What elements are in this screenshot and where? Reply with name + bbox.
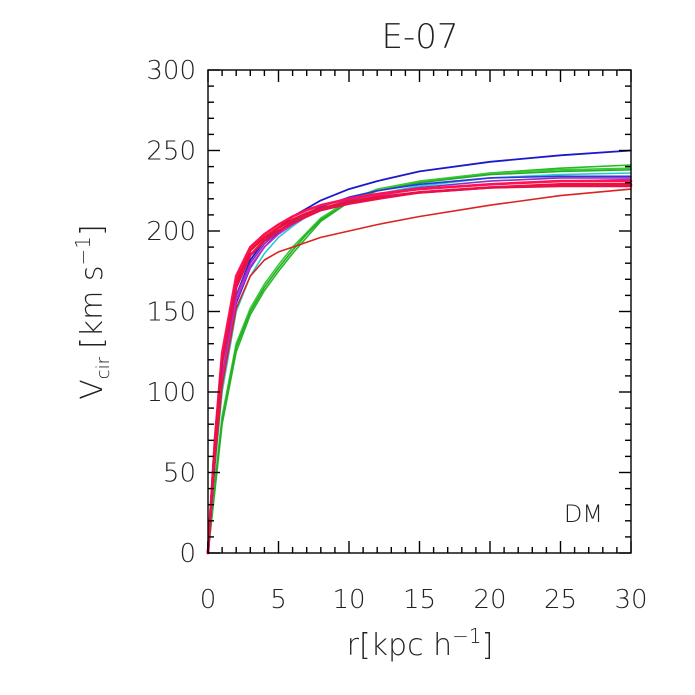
y-tick-labels: 0 50 100 150 200 250 300 bbox=[146, 56, 196, 569]
x-axis-label: r[kpc h−1] bbox=[347, 624, 494, 663]
y-axis-label-unit: [km s bbox=[75, 265, 110, 348]
y-tick-label: 250 bbox=[146, 137, 196, 167]
series-group bbox=[206, 149, 633, 555]
y-tick-label: 100 bbox=[146, 378, 196, 408]
y-tick-label: 300 bbox=[146, 56, 196, 86]
y-tick-label: 150 bbox=[146, 298, 196, 328]
x-axis-label-main: r[kpc h bbox=[347, 628, 453, 663]
y-axis-label: Vcir [km s−1] bbox=[71, 224, 114, 400]
x-axis-label-sup: −1 bbox=[452, 624, 481, 648]
x-tick-label: 10 bbox=[332, 585, 365, 615]
series-line-red-2 bbox=[206, 179, 633, 555]
chart-title: E-07 bbox=[381, 17, 458, 57]
x-tick-label: 0 bbox=[200, 585, 217, 615]
x-tick-label: 15 bbox=[403, 585, 436, 615]
y-tick-label: 200 bbox=[146, 217, 196, 247]
y-axis-label-main: V bbox=[75, 379, 110, 400]
y-tick-label: 50 bbox=[163, 459, 196, 489]
x-tick-label: 30 bbox=[614, 585, 647, 615]
series-line-red-low bbox=[207, 188, 632, 554]
x-tick-labels: 0 5 10 15 20 25 30 bbox=[200, 585, 648, 615]
dm-annotation: DM bbox=[564, 500, 603, 528]
x-tick-label: 5 bbox=[270, 585, 287, 615]
series-line-red-3 bbox=[206, 184, 633, 555]
x-tick-label: 25 bbox=[544, 585, 577, 615]
tick-group bbox=[207, 69, 632, 554]
y-axis-label-sub: cir bbox=[93, 356, 114, 379]
y-tick-label: 0 bbox=[179, 539, 196, 569]
x-axis-label-close: ] bbox=[482, 628, 494, 663]
y-axis-label-close: ] bbox=[75, 224, 110, 236]
series-line-purple-1 bbox=[207, 177, 632, 554]
x-tick-label: 20 bbox=[473, 585, 506, 615]
y-axis-label-sup: −1 bbox=[71, 236, 95, 265]
series-line-green-3 bbox=[207, 169, 632, 554]
